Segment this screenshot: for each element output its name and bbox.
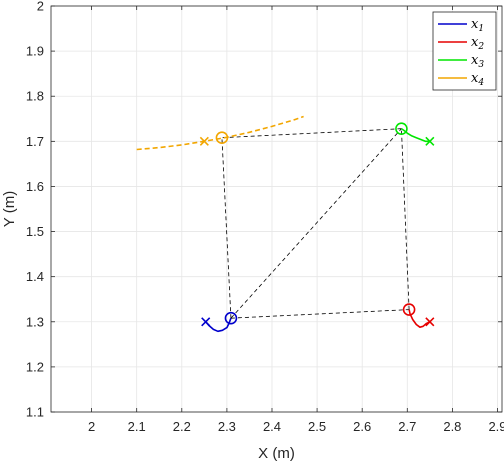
end-marker-x4 — [215, 131, 229, 145]
trajectory-x3 — [400, 128, 430, 143]
formation-edge — [221, 137, 232, 319]
y-tick-label: 1.3 — [26, 314, 44, 329]
y-tick-label: 2 — [37, 0, 44, 14]
x-tick-label: 2.3 — [218, 419, 236, 434]
start-marker-x4 — [199, 136, 209, 146]
x-tick-label: 2.8 — [443, 419, 461, 434]
x-tick-label: 2.9 — [488, 419, 504, 434]
formation-edge — [221, 128, 402, 139]
ticks: 2 2.1 2.2 2.3 2.4 2.5 2.6 2.7 2.8 2.9 1.1 1.2 1.3 1.4… — [26, 0, 504, 434]
y-tick-label: 1.1 — [26, 405, 44, 420]
y-axis-label: Y (m) — [1, 191, 18, 227]
x-tick-label: 2.7 — [398, 419, 416, 434]
end-marker-x3 — [395, 122, 408, 136]
end-marker-x2 — [402, 303, 416, 316]
x-tick-label: 2.4 — [263, 419, 281, 434]
y-tick-label: 1.6 — [26, 179, 44, 194]
x-axis-label: X (m) — [258, 445, 295, 462]
start-marker-x2 — [425, 317, 435, 327]
start-marker-x1 — [201, 317, 211, 327]
formation-edge — [230, 309, 410, 319]
legend-box — [432, 11, 497, 91]
markers — [199, 122, 435, 327]
end-marker-x1 — [224, 311, 238, 325]
x-tick-label: 2.6 — [353, 419, 371, 434]
start-marker-x3 — [425, 136, 435, 146]
y-tick-label: 1.9 — [26, 44, 44, 59]
y-tick-label: 1.2 — [26, 359, 44, 374]
legend-label: x4 — [471, 71, 484, 88]
legend-label: x3 — [471, 53, 484, 70]
formation-edge — [401, 128, 410, 310]
y-tick-label: 1.7 — [26, 134, 44, 149]
x-tick-label: 2 — [88, 419, 95, 434]
y-tick-label: 1.5 — [26, 224, 44, 239]
y-tick-label: 1.4 — [26, 269, 44, 284]
legend-label: x2 — [471, 35, 484, 52]
x-tick-label: 2.5 — [308, 419, 326, 434]
x-tick-label: 2.1 — [128, 419, 146, 434]
formation-edge — [230, 128, 402, 319]
legend-label: x1 — [471, 17, 484, 34]
formation-edges — [221, 128, 410, 319]
plot-frame — [50, 5, 503, 413]
x-tick-label: 2.2 — [173, 419, 191, 434]
plot-area — [51, 6, 502, 412]
y-tick-label: 1.8 — [26, 89, 44, 104]
